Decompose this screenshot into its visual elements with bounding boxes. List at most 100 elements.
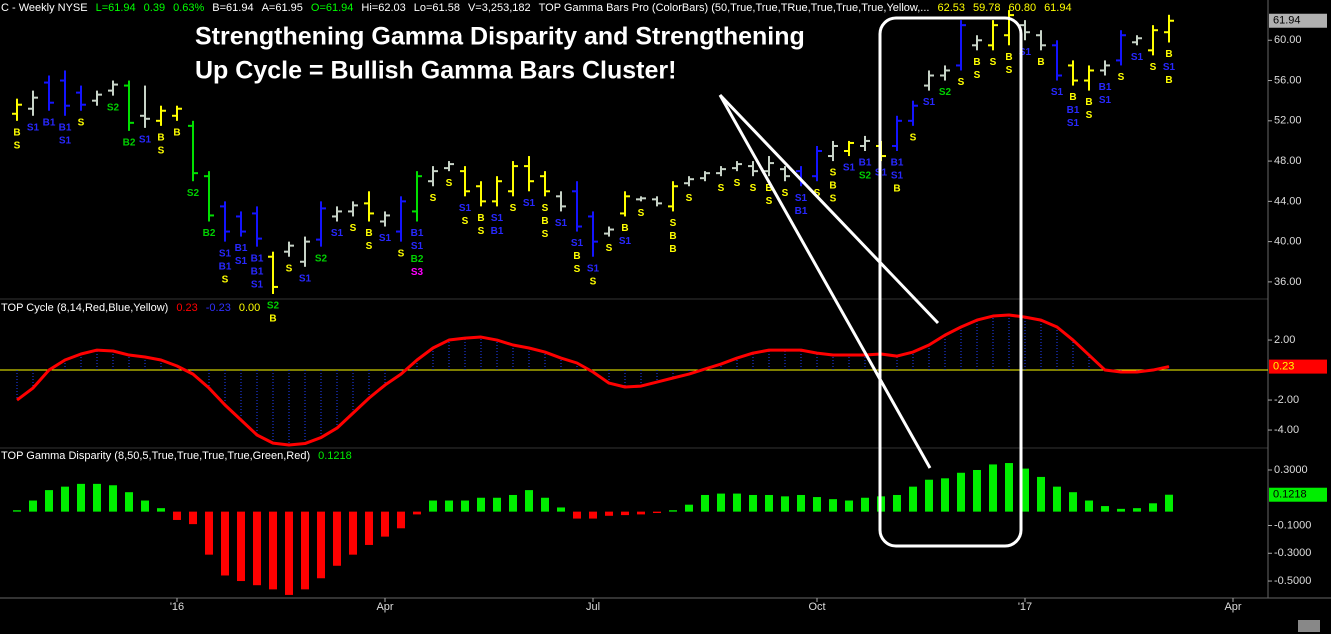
gamma-bar bbox=[141, 500, 149, 512]
price-bar bbox=[508, 161, 518, 197]
signal-label: S1 bbox=[59, 135, 72, 146]
signal-label: S bbox=[734, 178, 741, 189]
gamma-bar bbox=[925, 479, 933, 512]
price-bar bbox=[588, 211, 598, 257]
signal-label: B bbox=[669, 244, 676, 255]
gamma-bar bbox=[701, 494, 709, 512]
gamma-bar bbox=[205, 511, 213, 555]
price-bar bbox=[156, 105, 166, 126]
signal-label: S1 bbox=[139, 134, 152, 145]
signal-label: B1 bbox=[251, 253, 264, 264]
gamma-bar bbox=[637, 511, 645, 515]
signal-label: B bbox=[477, 213, 484, 224]
last-value-label: 61.94 bbox=[1273, 15, 1301, 27]
gamma-bar bbox=[1053, 486, 1061, 512]
gamma-bar bbox=[1005, 463, 1013, 512]
gamma-bar bbox=[1021, 468, 1029, 512]
highlight-box bbox=[878, 16, 1023, 548]
price-bar bbox=[652, 196, 662, 207]
signal-label: B1 bbox=[891, 158, 904, 169]
gamma-bar bbox=[781, 496, 789, 512]
gamma-bar bbox=[525, 490, 533, 512]
gamma-bar bbox=[317, 511, 325, 579]
price-bar bbox=[1068, 60, 1078, 86]
price-bar bbox=[1148, 25, 1158, 56]
price-bar bbox=[348, 201, 358, 217]
signal-label: S1 bbox=[923, 97, 936, 108]
signal-label: S bbox=[830, 168, 837, 179]
signal-label: S bbox=[974, 70, 981, 81]
signal-label: S1 bbox=[1131, 52, 1144, 63]
gamma-bar bbox=[93, 483, 101, 512]
header-text: 0.23 bbox=[176, 302, 197, 314]
signal-label: S2 bbox=[315, 253, 328, 264]
price-bar bbox=[1020, 20, 1030, 41]
gamma-bar bbox=[829, 499, 837, 512]
price-bar bbox=[444, 161, 454, 172]
price-bar bbox=[284, 241, 294, 257]
signal-label: B bbox=[173, 127, 180, 138]
signal-label: S bbox=[510, 203, 517, 214]
header-text: Lo=61.58 bbox=[414, 2, 460, 14]
signal-label: B bbox=[541, 216, 548, 227]
price-bar bbox=[524, 156, 534, 192]
signal-label: S1 bbox=[1163, 62, 1176, 73]
header-text: 60.80 bbox=[1009, 2, 1037, 14]
gamma-bar bbox=[413, 511, 421, 515]
header-text: O=61.94 bbox=[311, 2, 354, 14]
signal-label: S bbox=[542, 203, 549, 214]
signal-label: S bbox=[766, 196, 773, 207]
signal-label: S bbox=[286, 263, 293, 274]
gamma-bar bbox=[157, 508, 165, 512]
pointer-line bbox=[718, 93, 940, 325]
gamma-bar bbox=[1117, 508, 1125, 512]
signal-label: S bbox=[446, 178, 453, 189]
signal-label: S bbox=[750, 183, 757, 194]
last-value-box bbox=[1269, 487, 1327, 502]
signal-label: S bbox=[606, 243, 613, 254]
signal-label: B bbox=[893, 184, 900, 195]
price-bar bbox=[940, 65, 950, 81]
price-bar bbox=[268, 251, 278, 294]
gamma-bar bbox=[477, 497, 485, 512]
signal-label: S1 bbox=[571, 238, 584, 249]
header-text: 59.78 bbox=[973, 2, 1001, 14]
signal-label: B1 bbox=[59, 122, 72, 133]
signal-label: S1 bbox=[491, 213, 504, 224]
gamma-bar bbox=[813, 497, 821, 512]
gamma-bar bbox=[461, 500, 469, 512]
price-bar bbox=[236, 211, 246, 237]
price-bar bbox=[364, 191, 374, 222]
signal-label: S1 bbox=[619, 236, 632, 247]
signal-label: S1 bbox=[379, 233, 392, 244]
header-text: B=61.94 bbox=[212, 2, 253, 14]
signal-label: S1 bbox=[1099, 95, 1112, 106]
gamma-bar bbox=[589, 511, 597, 519]
gamma-bar bbox=[269, 511, 277, 590]
price-bar bbox=[204, 171, 214, 222]
price-bar bbox=[252, 206, 262, 247]
gamma-bar bbox=[77, 483, 85, 512]
price-bar bbox=[316, 201, 326, 247]
header-text: TOP Gamma Disparity (8,50,5,True,True,Tr… bbox=[1, 450, 310, 462]
signal-label: B1 bbox=[235, 243, 248, 254]
signal-label: B bbox=[829, 181, 836, 192]
x-tick-label: Jul bbox=[586, 601, 600, 613]
signal-label: B bbox=[765, 183, 772, 194]
gamma-bar bbox=[797, 494, 805, 512]
signal-label: S bbox=[462, 216, 469, 227]
gamma-bar bbox=[221, 511, 229, 576]
signal-label: S1 bbox=[1051, 87, 1064, 98]
x-tick-label: Oct bbox=[808, 601, 825, 613]
signal-label: S bbox=[1118, 72, 1125, 83]
header-text: 0.1218 bbox=[318, 450, 352, 462]
price-bar bbox=[1084, 65, 1094, 91]
price-bar bbox=[780, 166, 790, 182]
gamma-bar bbox=[1165, 494, 1173, 512]
price-bar bbox=[1132, 35, 1142, 46]
price-bar bbox=[972, 35, 982, 51]
price-bar bbox=[604, 226, 614, 237]
price-bar bbox=[668, 181, 678, 212]
gamma-bar bbox=[765, 494, 773, 512]
